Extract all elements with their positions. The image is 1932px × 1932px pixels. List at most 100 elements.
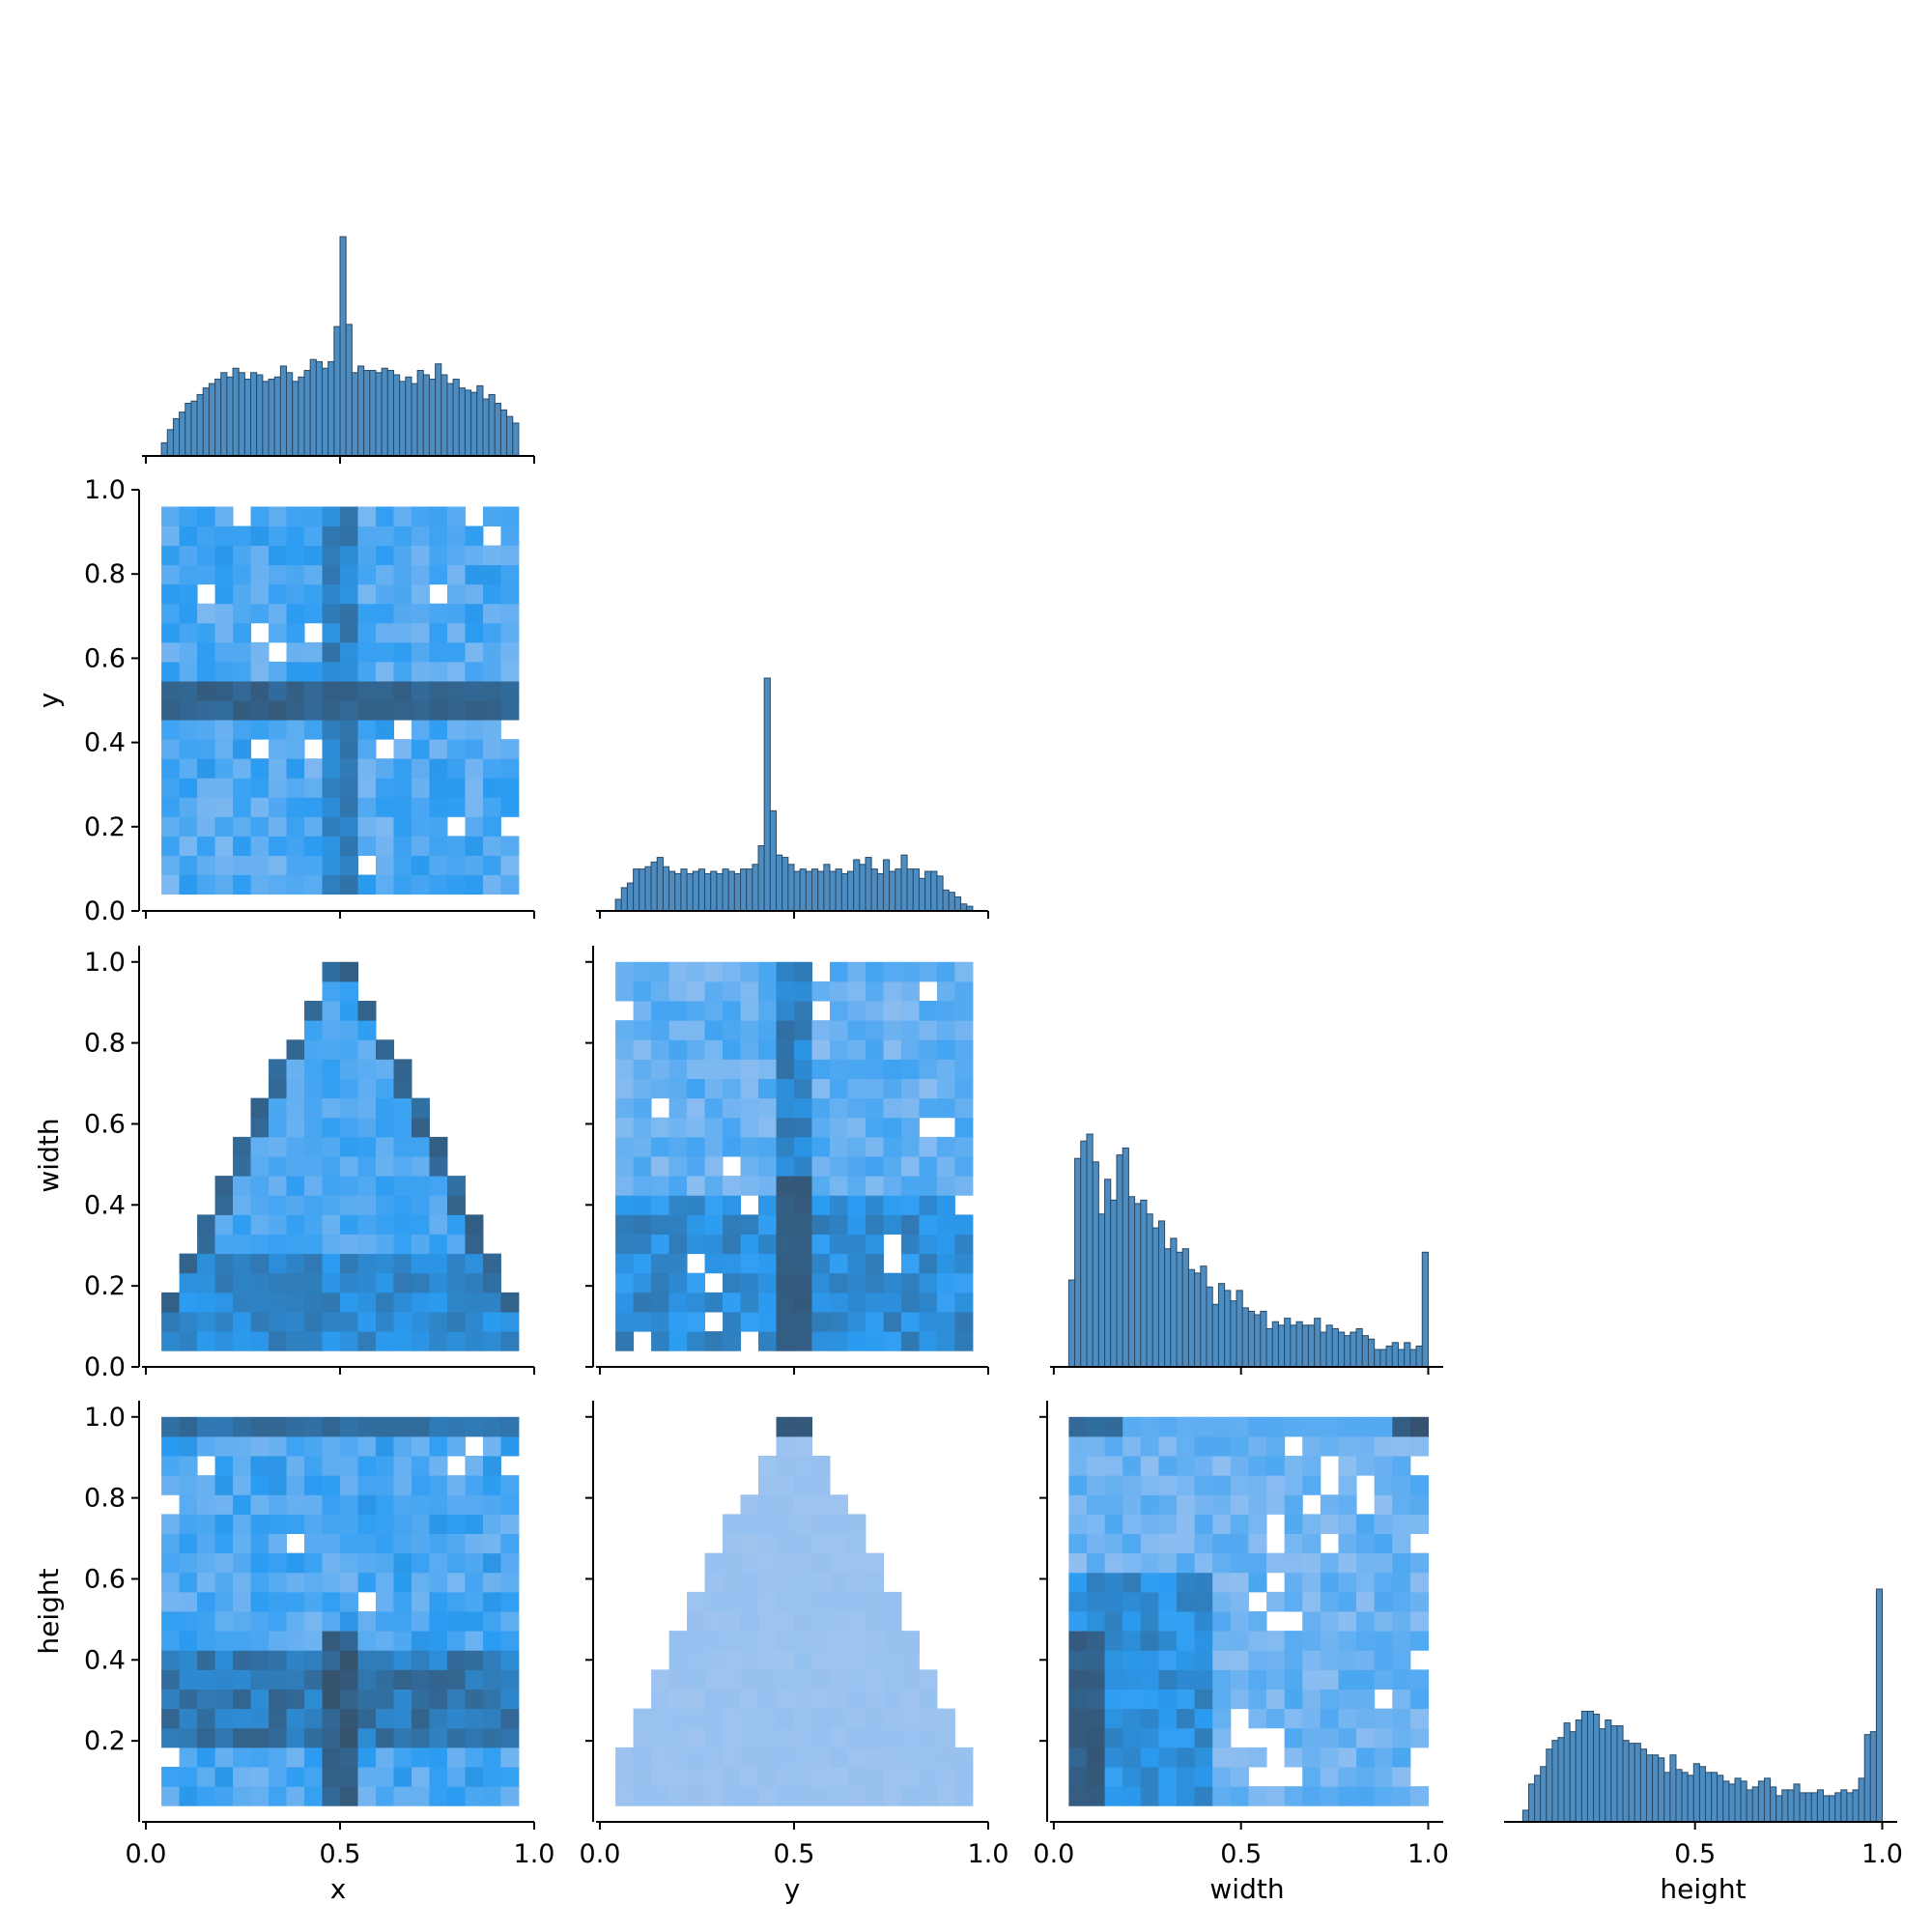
heatmap-cell [482,661,501,682]
heatmap-cell [429,1195,448,1215]
heatmap-cell [465,1234,484,1255]
heatmap-cell [197,622,216,643]
heatmap-cell [340,1766,359,1787]
heatmap-cell [1177,1650,1196,1670]
heatmap-cell [375,1253,394,1274]
heatmap-cell [446,680,466,701]
heatmap-cell [1086,1689,1106,1710]
heatmap-cell [269,1234,288,1255]
heatmap-cell [322,1176,341,1196]
heatmap-cell [794,1514,813,1535]
heatmap-cell [482,1747,501,1768]
heatmap-cell [482,1766,501,1787]
heatmap-cell [197,874,216,895]
heatmap-cell [776,1136,795,1157]
heatmap-cell [393,739,412,759]
heatmap-cell [633,1039,652,1060]
heatmap-cell [1086,1786,1106,1806]
heatmap-cell [615,1097,635,1119]
heatmap-cell [900,1059,920,1080]
heatmap-cell [393,700,412,721]
heatmap-cell [865,1331,884,1351]
heatmap-cell [357,1572,377,1593]
heatmap-cell [304,1572,324,1593]
heatmap-cell [1212,1572,1232,1593]
heatmap-cell [482,1611,501,1632]
histogram-bar [179,412,186,457]
heatmap-cell [214,1611,234,1632]
heatmap-cell [1409,1435,1429,1457]
heatmap-cell [668,1020,688,1040]
histogram-bar [865,857,872,912]
heatmap-cell [615,980,635,1002]
heatmap-cell [233,1456,252,1476]
heatmap-cell [1177,1708,1196,1729]
heatmap-cell [740,1292,759,1313]
heatmap-cell [1122,1456,1142,1476]
heatmap-cell [322,980,341,1002]
heatmap-cell [723,1727,742,1748]
heatmap-cell [465,836,484,856]
heatmap-cell [357,739,377,759]
heatmap-cell [179,1766,198,1787]
histogram-bar [345,324,353,457]
heatmap-cell [393,564,412,585]
heatmap-cell [375,1272,394,1293]
heatmap-cell [250,545,270,566]
heatmap-cell [179,622,198,643]
heatmap-cell [446,1572,466,1593]
heatmap-cell [687,1097,706,1119]
heatmap-cell [1122,1435,1142,1457]
histogram-bar [220,372,228,457]
heatmap-cell [393,1416,412,1437]
heatmap-cell [357,1552,377,1574]
heatmap-cell [233,661,252,682]
heatmap-cell [740,1786,759,1806]
heatmap-cell [1409,1494,1429,1515]
heatmap-cell [429,1416,448,1437]
heatmap-cell [286,1708,305,1729]
heatmap-cell [1392,1689,1411,1710]
heatmap-cell [740,961,759,982]
heatmap-cell [269,1766,288,1787]
heatmap-cell [723,1195,742,1215]
heatmap-cell [429,1234,448,1255]
heatmap-cell [1194,1650,1213,1670]
heatmap-cell [340,778,359,798]
heatmap-cell [633,980,652,1002]
heatmap-cell [1158,1727,1178,1748]
heatmap-cell [465,1311,484,1332]
heatmap-cell [197,1708,216,1729]
heatmap-cell [233,1727,252,1748]
heatmap-cell [340,1514,359,1535]
heatmap-cell [1266,1786,1286,1806]
histogram-bar [1206,1286,1213,1368]
heatmap-cell [1266,1689,1286,1710]
heatmap-cell [794,1156,813,1177]
heatmap-cell [500,1708,520,1729]
heatmap-cell [829,1001,848,1021]
heatmap-cell [704,1136,724,1157]
heatmap-cell [233,1786,252,1806]
heatmap-cell [1230,1572,1249,1593]
heatmap-cell [375,1533,394,1554]
histogram-bar [1575,1719,1582,1823]
heatmap-cell [615,961,635,982]
heatmap-cell [357,661,377,682]
heatmap-cell [375,874,394,895]
heatmap-cell [615,1292,635,1313]
heatmap-cell [687,1059,706,1080]
heatmap-cell [357,816,377,837]
heatmap-cell [1248,1611,1267,1632]
heatmap-cell [340,1039,359,1060]
heatmap-cell [161,836,181,856]
heatmap-cell [758,1514,778,1535]
heatmap-cell [269,545,288,566]
heatmap-cell [687,961,706,982]
heatmap-cell [704,1039,724,1060]
heatmap-cell [954,1078,974,1099]
heatmap-cell [357,1176,377,1196]
heatmap-cell [375,1331,394,1351]
heatmap-cell [919,1156,938,1177]
heatmap-cell [1320,1611,1339,1632]
